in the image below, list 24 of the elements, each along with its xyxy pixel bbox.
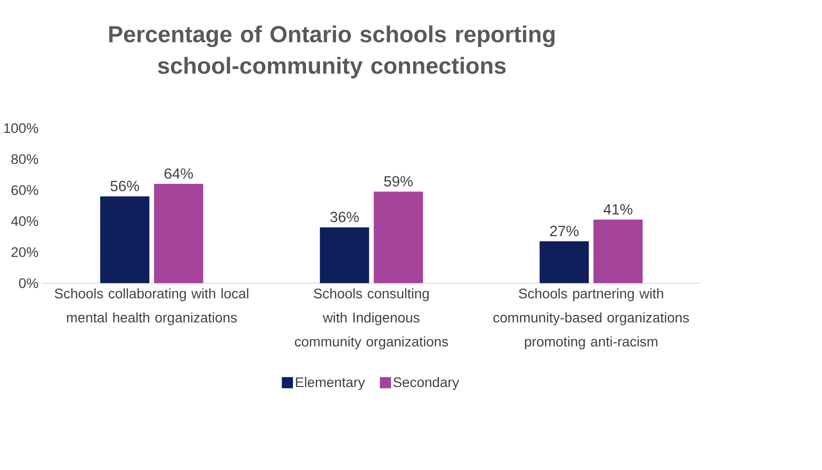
bar (100, 196, 150, 284)
y-tick-label: 40% (11, 216, 38, 226)
data-label: 36% (330, 212, 359, 222)
x-tick-label: Schools partnering with community-based organizations promoting anti-racism (493, 288, 689, 350)
y-tick-label: 0% (19, 278, 38, 288)
bar (540, 241, 589, 284)
x-tick-label: Schools collaborating with local mental health organizations (54, 288, 248, 326)
y-tick-label: 60% (12, 185, 38, 196)
y-tick-label: 80% (11, 154, 38, 164)
legend-label: Elementary (296, 377, 365, 390)
bar (593, 220, 643, 284)
x-tick-label: Schools consulting with Indigenous community organizations (294, 288, 448, 350)
y-tick-label: 20% (12, 247, 38, 258)
data-label: 41% (604, 204, 632, 215)
y-tick-label: 100% (4, 123, 38, 134)
data-label: 59% (384, 176, 413, 187)
chart-title: Percentage of Ontario schools reporting school-community connections (109, 26, 555, 79)
bar (374, 192, 423, 284)
bar (154, 184, 204, 284)
data-label: 56% (110, 180, 140, 192)
data-label: 64% (164, 168, 193, 179)
legend-label: Secondary (393, 377, 460, 390)
data-label: 27% (550, 226, 578, 236)
bar (320, 227, 370, 284)
